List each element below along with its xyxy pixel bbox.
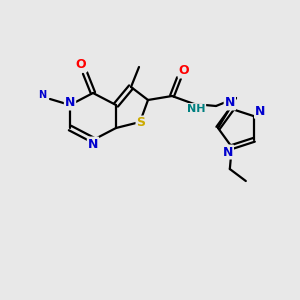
Text: O: O <box>76 58 86 71</box>
Text: O: O <box>179 64 189 77</box>
Text: NH: NH <box>187 104 205 114</box>
Text: S: S <box>136 116 146 130</box>
Text: N: N <box>65 97 75 110</box>
Text: N: N <box>38 90 46 100</box>
Text: N: N <box>88 137 98 151</box>
Text: N: N <box>225 97 235 110</box>
Text: N: N <box>255 105 266 118</box>
Text: N: N <box>223 146 233 158</box>
